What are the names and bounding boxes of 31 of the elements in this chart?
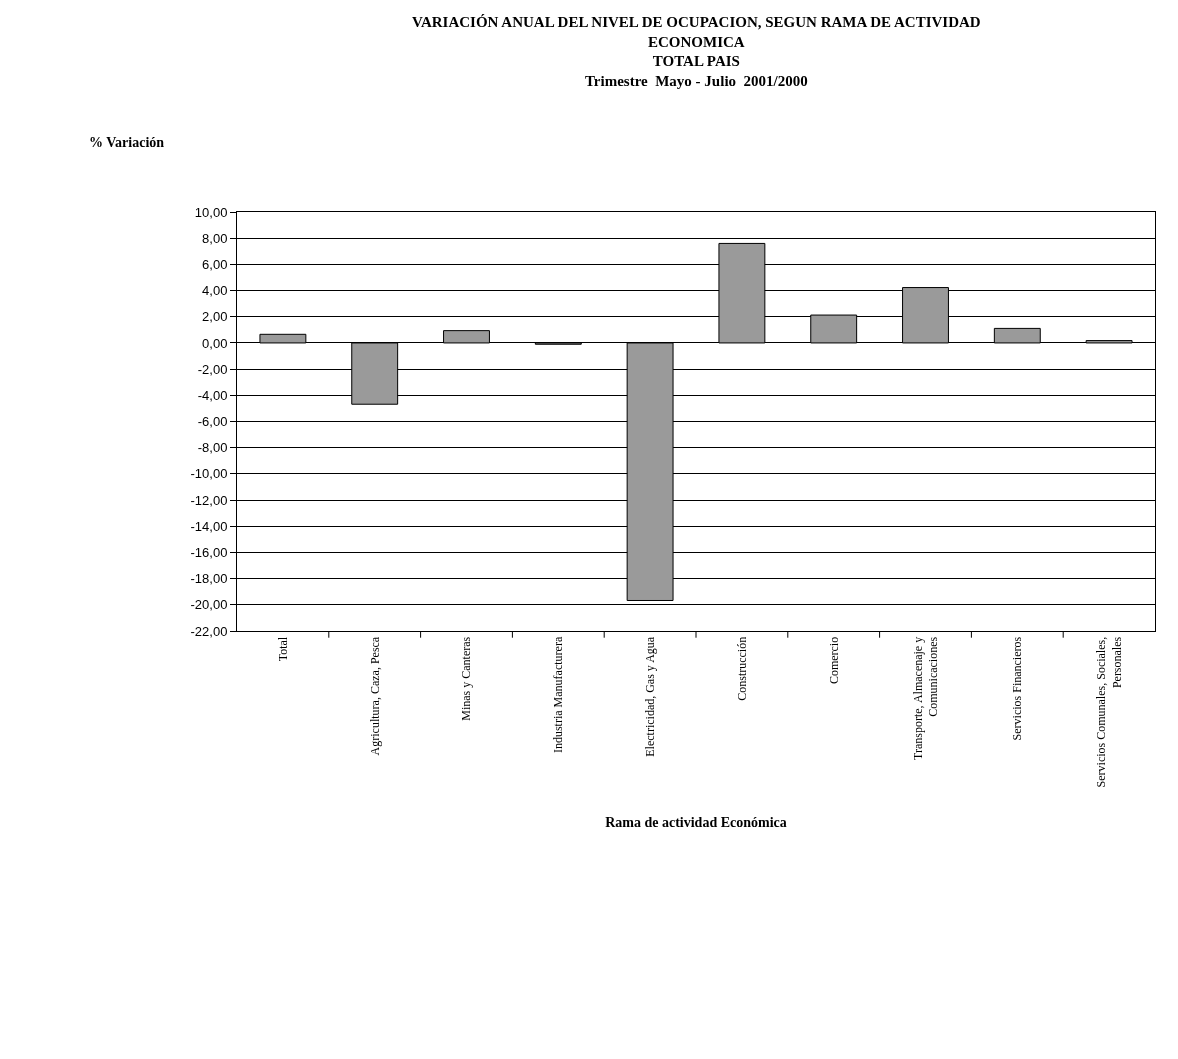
x-tick-label: Minas y Canteras — [459, 636, 474, 721]
y-tick-label: 4,00 — [202, 283, 228, 299]
x-tick-label: Servicios Comunales, Sociales, Personales — [1094, 636, 1124, 788]
y-tick-label: -4,00 — [197, 387, 228, 403]
y-tick-label: -10,00 — [190, 466, 228, 482]
y-tick-label: -22,00 — [190, 623, 228, 639]
y-axis-title: % Variación — [89, 135, 165, 150]
x-tick-label: Transporte, Almacenaje y Comunicaciones — [910, 636, 941, 760]
y-tick-label: -8,00 — [197, 440, 228, 456]
y-tick-label: -12,00 — [190, 492, 228, 508]
x-tick-label: Industria Manufacturera — [551, 636, 566, 754]
x-tick-label: Comercio — [826, 636, 841, 685]
y-tick-label: -14,00 — [190, 518, 228, 534]
y-tick-label: -6,00 — [197, 414, 228, 430]
y-tick-label: -18,00 — [190, 571, 228, 587]
chart-subtitle: TOTAL PAIS Trimestre Mayo - Julio 2001/2000 — [584, 53, 808, 89]
x-tick-label: Total — [275, 636, 290, 662]
y-tick-label: 2,00 — [202, 309, 228, 325]
y-tick-label: 10,00 — [194, 204, 228, 220]
y-tick-label: -20,00 — [190, 597, 228, 613]
y-tick-label: 6,00 — [202, 256, 228, 272]
chart-title: VARIACIÓN ANUAL DEL NIVEL DE OCUPACION, SEGUN RAMA DE ACTIVIDAD ECONOMICA — [412, 14, 981, 50]
y-tick-label: 8,00 — [202, 230, 228, 246]
x-tick-label: Agricultura, Caza, Pesca — [367, 636, 382, 756]
y-tick-label: 0,00 — [202, 335, 228, 351]
y-tick-label: -2,00 — [197, 361, 228, 377]
x-tick-label: Electricidad, Gas y Agua — [643, 636, 657, 757]
x-tick-label: Construcción — [734, 636, 749, 701]
x-axis-title: Rama de actividad Económica — [605, 814, 787, 830]
x-tick-label: Servicios Financieros — [1010, 636, 1025, 741]
y-tick-label: -16,00 — [190, 544, 228, 560]
